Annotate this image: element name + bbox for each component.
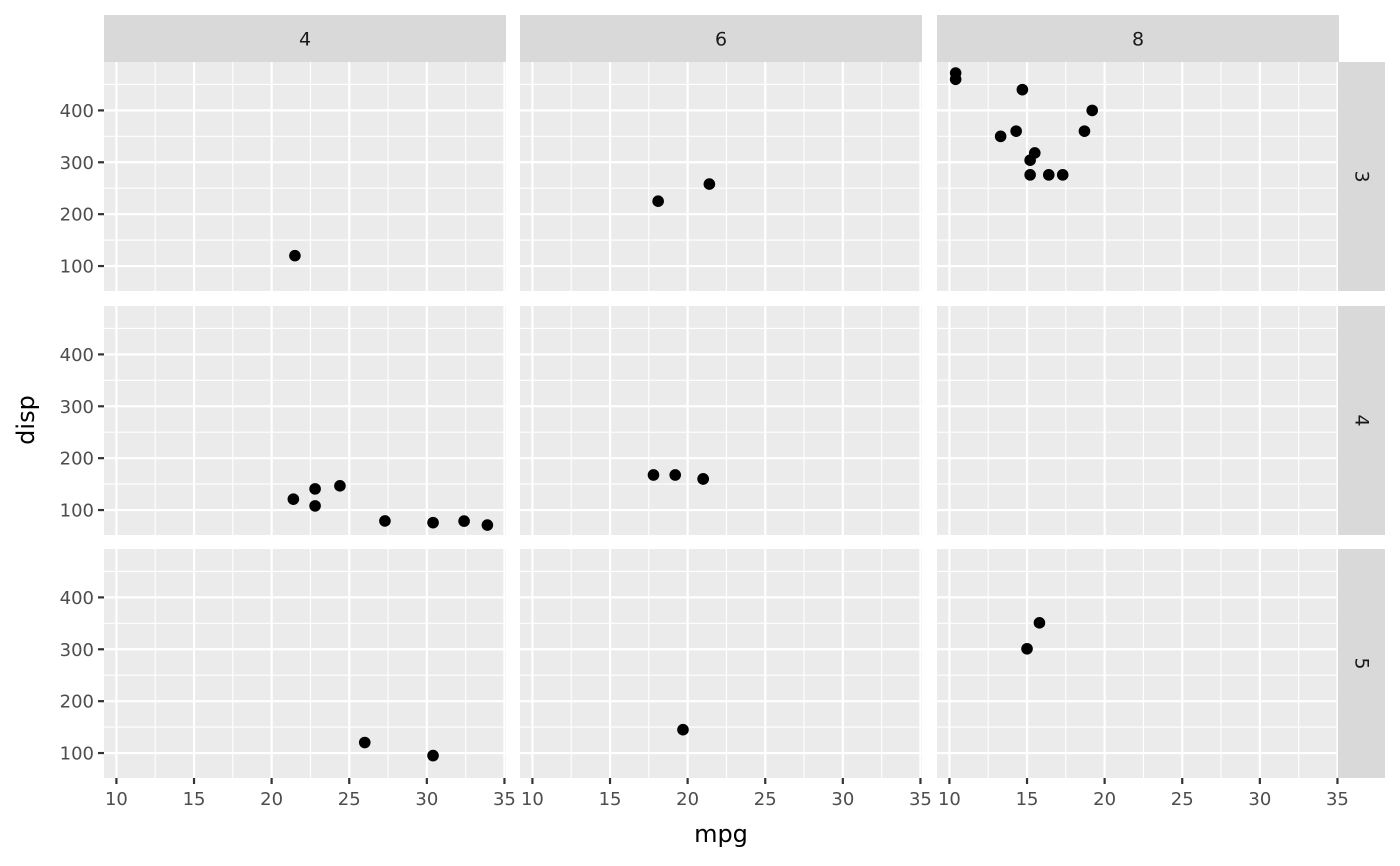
data-point	[358, 736, 371, 749]
y-tick-label: 100	[60, 744, 94, 765]
y-tick-label: 300	[60, 153, 94, 174]
data-point	[1086, 104, 1099, 117]
panel-background	[104, 549, 506, 778]
data-point	[697, 473, 709, 485]
x-tick-label: 30	[415, 789, 438, 810]
data-point	[458, 515, 470, 527]
x-tick-label: 10	[105, 789, 128, 810]
facet-panel-cyl-6-gear-3	[520, 62, 922, 291]
data-point	[427, 516, 439, 529]
facet-strip-top	[520, 15, 922, 62]
y-tick-label: 200	[60, 449, 94, 470]
data-point	[379, 515, 391, 527]
x-tick-label: 20	[1093, 789, 1116, 810]
x-tick-label: 30	[1248, 789, 1271, 810]
facet-strip-label-right: 5	[1351, 657, 1373, 669]
y-tick-label: 100	[60, 257, 94, 278]
data-point	[949, 73, 962, 86]
x-tick-label: 35	[493, 789, 516, 810]
data-point	[1016, 83, 1029, 96]
data-point	[703, 178, 716, 190]
facet-strip-label-top: 4	[299, 29, 311, 51]
data-point	[1021, 642, 1033, 655]
facet-strip-right	[1338, 62, 1385, 291]
facet-panel-cyl-4-gear-5	[104, 549, 506, 778]
data-point	[481, 519, 494, 531]
facet-panel-cyl-8-gear-4	[937, 306, 1339, 535]
data-point	[309, 483, 321, 495]
data-point	[647, 469, 660, 481]
data-point	[652, 195, 664, 207]
data-point	[287, 493, 300, 505]
data-point	[1078, 125, 1091, 137]
facet-panel-cyl-6-gear-4	[520, 306, 922, 535]
panel-background	[104, 306, 506, 535]
x-tick-label: 25	[338, 789, 361, 810]
facet-panel-cyl-4-gear-3	[104, 62, 506, 291]
facet-strip-top	[104, 15, 506, 62]
facet-panel-cyl-8-gear-3	[937, 62, 1339, 291]
facet-strip-top	[937, 15, 1339, 62]
x-tick-label: 15	[1016, 789, 1039, 810]
data-point	[1042, 169, 1055, 181]
x-tick-label: 15	[183, 789, 206, 810]
facet-panel-cyl-4-gear-4	[104, 306, 506, 535]
y-tick-label: 300	[60, 640, 94, 661]
x-tick-label: 25	[754, 789, 777, 810]
data-point	[1024, 154, 1036, 167]
y-tick-label: 200	[60, 205, 94, 226]
facet-strip-right	[1338, 549, 1385, 778]
panel-background	[937, 62, 1339, 291]
facet-panel-cyl-8-gear-5	[937, 549, 1339, 778]
panel-background	[520, 549, 922, 778]
data-point	[334, 480, 346, 492]
x-tick-label: 25	[1171, 789, 1194, 810]
x-tick-label: 10	[521, 789, 544, 810]
x-tick-label: 10	[938, 789, 961, 810]
facet-strip-right	[1338, 306, 1385, 535]
data-point	[1033, 617, 1046, 629]
y-tick-label: 400	[60, 101, 94, 122]
x-tick-label: 20	[260, 789, 283, 810]
facet-strip-label-top: 8	[1132, 29, 1144, 51]
panels-layer: 4 6 8 3 4 5 100 200 300 400 100 200 300 400 100 200 300 4…	[60, 15, 1385, 810]
data-point	[677, 723, 689, 736]
x-tick-label: 35	[909, 789, 932, 810]
facet-panel-cyl-6-gear-5	[520, 549, 922, 778]
x-tick-label: 20	[676, 789, 699, 810]
facet-strip-label-right: 4	[1351, 414, 1373, 426]
data-point	[289, 249, 301, 262]
panel-background	[520, 62, 922, 291]
x-tick-label: 30	[831, 789, 854, 810]
x-axis-title: mpg	[694, 820, 748, 848]
facet-strip-label-top: 6	[715, 29, 727, 51]
data-point	[994, 130, 1007, 143]
y-tick-label: 400	[60, 588, 94, 609]
data-point	[669, 469, 682, 481]
panel-background	[104, 62, 506, 291]
y-axis-title: disp	[12, 395, 40, 445]
panel-background	[937, 306, 1339, 535]
y-tick-label: 400	[60, 345, 94, 366]
panel-background	[937, 549, 1339, 778]
x-tick-label: 35	[1326, 789, 1349, 810]
data-point	[427, 749, 439, 762]
y-tick-label: 100	[60, 501, 94, 522]
y-tick-label: 200	[60, 692, 94, 713]
facet-strip-label-right: 3	[1351, 170, 1373, 182]
data-point	[1010, 125, 1022, 137]
panel-background	[520, 306, 922, 535]
x-tick-label: 15	[599, 789, 622, 810]
data-point	[309, 500, 321, 512]
y-tick-label: 300	[60, 397, 94, 418]
data-point	[1024, 169, 1036, 181]
data-point	[1056, 169, 1069, 181]
